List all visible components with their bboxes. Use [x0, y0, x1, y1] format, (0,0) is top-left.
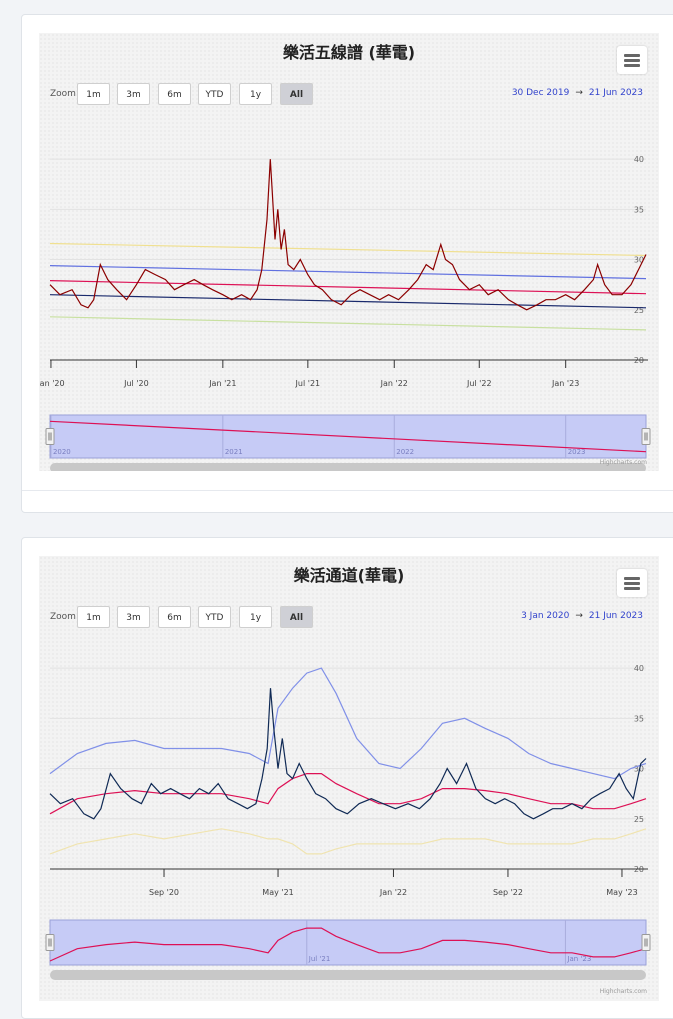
zoom-label: Zoom	[50, 89, 76, 99]
series-line-3	[49, 294, 647, 309]
y-tick-label: 25	[634, 815, 644, 824]
navigator-series	[49, 420, 647, 453]
chart-card-1: 樂活五線譜 (華電) Zoom 1m 3m 6m YTD 1y All 30 D…	[21, 14, 673, 513]
y-tick-label: 25	[634, 306, 644, 315]
chart-title: 樂活通道(華電)	[293, 566, 405, 585]
credit[interactable]: Highcharts.com	[599, 459, 647, 466]
x-tick-label: Sep '20	[149, 888, 179, 897]
x-tick-label: Jul '22	[466, 379, 492, 388]
x-tick-label: Jan '22	[380, 379, 408, 388]
x-tick-label: Jul '21	[295, 379, 321, 388]
zoom-3m-button[interactable]: 3m	[117, 606, 150, 628]
x-tick-label: May '23	[606, 888, 637, 897]
x-tick-label: Jul '20	[123, 379, 149, 388]
zoom-1m-button[interactable]: 1m	[77, 606, 110, 628]
series-line-3	[49, 688, 647, 820]
range-arrow-icon: →	[575, 88, 583, 98]
navigator-series	[49, 927, 647, 962]
navigator-tick-label: Jul '21	[308, 955, 331, 963]
navigator-tick-label: Jan '23	[566, 955, 591, 963]
zoom-6m-button[interactable]: 6m	[158, 83, 191, 105]
y-tick-label: 35	[634, 714, 644, 723]
chart-title: 樂活五線譜 (華電)	[282, 43, 416, 62]
navigator-tick-label: 2021	[225, 448, 243, 456]
series-line-2	[49, 828, 647, 855]
x-tick-label: Sep '22	[493, 888, 523, 897]
scrollbar[interactable]	[50, 463, 646, 471]
navigator-left-handle[interactable]	[45, 934, 55, 951]
zoom-6m-button[interactable]: 6m	[158, 606, 191, 628]
navigator-right-handle[interactable]	[641, 934, 651, 951]
navigator-tick-label: 2023	[568, 448, 586, 456]
navigator-tick-label: 2020	[53, 448, 71, 456]
zoom-1y-button[interactable]: 1y	[239, 83, 272, 105]
series-line-0	[49, 667, 647, 780]
chart-panel-1: 樂活五線譜 (華電) Zoom 1m 3m 6m YTD 1y All 30 D…	[39, 33, 659, 471]
x-tick-label: Jan '21	[208, 379, 236, 388]
y-tick-label: 40	[634, 664, 644, 673]
range-to[interactable]: 21 Jun 2023	[588, 88, 643, 98]
date-range: 30 Dec 2019 → 21 Jun 2023	[512, 88, 643, 98]
chart-panel-2: 樂活通道(華電) Zoom 1m 3m 6m YTD 1y All 3 Jan …	[39, 556, 659, 1001]
x-tick-label: May '21	[262, 888, 293, 897]
y-tick-label: 35	[634, 205, 644, 214]
zoom-1y-button[interactable]: 1y	[239, 606, 272, 628]
series-line-5	[49, 159, 647, 311]
credit[interactable]: Highcharts.com	[599, 988, 647, 995]
zoom-ytd-button[interactable]: YTD	[198, 606, 231, 628]
zoom-1m-button[interactable]: 1m	[77, 83, 110, 105]
series-line-1	[49, 265, 647, 280]
navigator-right-handle[interactable]	[641, 428, 651, 445]
range-from[interactable]: 30 Dec 2019	[511, 88, 570, 98]
zoom-3m-button[interactable]: 3m	[117, 83, 150, 105]
menu-icon[interactable]	[617, 46, 647, 74]
navigator-tick-label: 2022	[396, 448, 414, 456]
zoom-label: Zoom	[50, 612, 76, 622]
scrollbar[interactable]	[50, 970, 646, 980]
series-line-0	[49, 242, 647, 257]
range-from[interactable]: 3 Jan 2020	[521, 611, 570, 621]
range-arrow-icon: →	[575, 611, 583, 621]
menu-icon[interactable]	[617, 569, 647, 597]
navigator-left-handle[interactable]	[45, 428, 55, 445]
x-tick-label: Jan '20	[39, 379, 65, 388]
x-tick-label: Jan '23	[551, 379, 579, 388]
series-line-2	[49, 280, 647, 295]
range-to[interactable]: 21 Jun 2023	[588, 611, 643, 621]
zoom-all-button[interactable]: All	[280, 606, 313, 628]
y-tick-label: 40	[634, 155, 644, 164]
x-tick-label: Jan '22	[379, 888, 407, 897]
navigator-area	[49, 919, 647, 966]
date-range: 3 Jan 2020 → 21 Jun 2023	[521, 611, 643, 621]
series-line-4	[49, 316, 647, 331]
y-tick-label: 30	[634, 256, 644, 265]
y-tick-label: 30	[634, 765, 644, 774]
chart-card-2: 樂活通道(華電) Zoom 1m 3m 6m YTD 1y All 3 Jan …	[21, 537, 673, 1019]
zoom-all-button[interactable]: All	[280, 83, 313, 105]
zoom-ytd-button[interactable]: YTD	[198, 83, 231, 105]
series-line-1	[49, 773, 647, 815]
